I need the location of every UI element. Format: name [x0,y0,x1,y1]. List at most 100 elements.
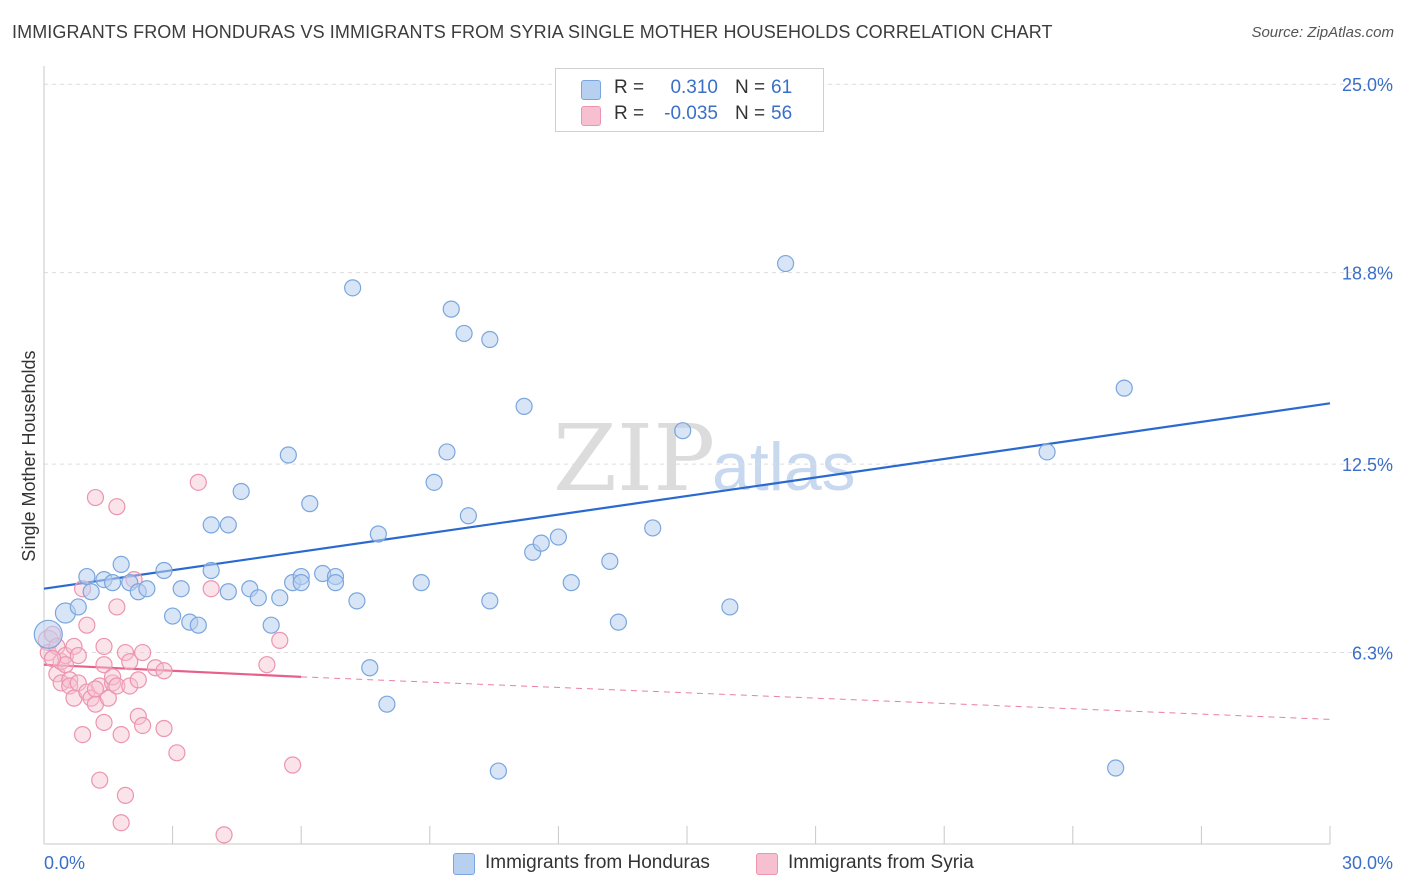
honduras-point [481,592,499,610]
watermark: ZIP atlas [553,405,856,512]
honduras-legend-swatch [453,853,475,875]
honduras-point [271,589,289,607]
honduras-point [644,519,662,537]
source-label: Source: ZipAtlas.com [1251,24,1394,41]
honduras-point [155,561,173,580]
honduras-swatch [581,80,601,100]
honduras-point [442,300,460,318]
honduras-point [112,555,130,574]
honduras-point [378,695,396,713]
honduras-point [776,254,795,273]
watermark-atlas: atlas [712,429,856,505]
honduras-point [489,762,507,780]
syria-point [133,643,152,662]
syria-point [108,598,126,616]
honduras-point [138,580,156,598]
syria-points [37,473,302,844]
syria-point [284,756,302,774]
watermark-zip: ZIP [553,405,715,512]
honduras-point [361,659,379,677]
y-axis-label: Single Mother Households [19,350,39,561]
honduras-trendline [43,402,1331,590]
gridlines [44,83,1394,654]
honduras-point [232,482,250,501]
honduras-point [103,574,122,592]
syria-point [43,650,62,668]
syria-r-label: R = [614,103,645,124]
honduras-point [172,580,190,598]
syria-point [155,662,173,680]
correlation-legend: R = 0.310 N = 61 R = -0.035 N = 56 [555,68,824,132]
syria-point [95,713,113,732]
honduras-point [425,473,443,491]
honduras-n-label: N = [735,77,766,98]
syria-n-value: 56 [771,103,793,124]
honduras-point [301,495,319,513]
honduras-point [348,592,366,610]
syria-point [73,725,92,744]
syria-point [189,473,207,491]
honduras-point [202,561,220,580]
honduras-r-label: R = [614,77,645,98]
honduras-point [219,583,237,601]
syria-point [121,677,139,695]
honduras-point [1107,759,1125,777]
honduras-point [189,616,207,634]
syria-point [95,637,113,656]
honduras-points [33,254,1133,780]
chart-title: IMMIGRANTS FROM HONDURAS VS IMMIGRANTS F… [12,22,1053,42]
honduras-point [549,528,568,546]
syria-r-value: -0.035 [664,103,718,124]
honduras-point [532,534,550,552]
honduras-point [326,574,345,592]
syria-point [95,656,113,674]
syria-n-label: N = [735,103,766,124]
honduras-point [292,574,310,592]
syria-point [258,656,276,674]
honduras-point [69,598,87,616]
syria-point [86,488,105,507]
syria-point [65,637,83,656]
syria-point [56,646,75,665]
honduras-point [438,443,456,461]
honduras-point [249,589,267,607]
syria-point [91,771,109,789]
syria-point [215,826,233,844]
syria-point [78,616,96,634]
y-tick-label: 6.3% [1352,644,1393,664]
honduras-point [481,330,499,349]
syria-point [121,653,139,671]
syria-legend-label: Immigrants from Syria [788,852,974,873]
honduras-point [78,567,96,586]
y-tick-label: 18.8% [1342,264,1393,284]
honduras-point [33,619,63,649]
honduras-point [262,616,280,634]
honduras-point [455,324,473,343]
honduras-point [412,574,430,592]
honduras-point [674,422,692,440]
x-tick-label: 0.0% [44,853,85,873]
syria-point [108,498,126,516]
honduras-point [344,279,362,297]
honduras-r-value: 0.310 [670,77,718,98]
syria-trendline-extension [301,676,1331,720]
syria-point [129,671,147,689]
honduras-point [515,397,533,415]
syria-point [69,674,87,692]
honduras-point [459,507,477,525]
syria-legend-swatch [756,853,778,875]
honduras-point [369,525,387,543]
honduras-point [279,446,297,464]
honduras-point [1115,379,1133,397]
syria-point [271,631,289,649]
syria-point [108,677,126,695]
syria-point [112,814,130,832]
axes [43,66,1331,845]
syria-point [155,719,173,738]
syria-point [69,646,87,665]
syria-point [116,643,135,662]
honduras-point [562,574,580,592]
x-tick-label: 30.0% [1342,853,1393,873]
honduras-point [721,598,739,616]
